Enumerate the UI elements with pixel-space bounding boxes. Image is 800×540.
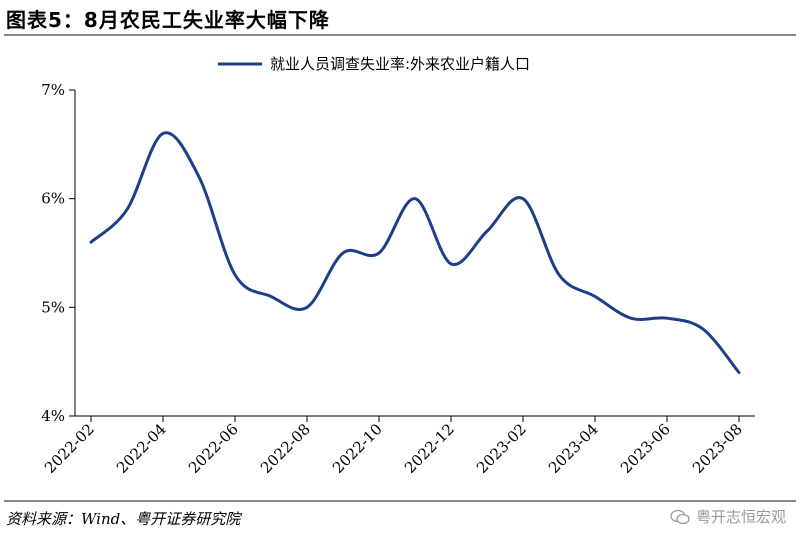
data-point bbox=[629, 316, 633, 320]
source-note: 资料来源：Wind、粤开证券研究院 bbox=[6, 510, 241, 528]
legend-label: 就业人员调查失业率:外来农业户籍人口 bbox=[270, 55, 530, 73]
data-point bbox=[125, 208, 129, 212]
data-point bbox=[665, 316, 669, 320]
data-point bbox=[449, 262, 453, 266]
data-point bbox=[341, 251, 345, 255]
y-tick-label: 4% bbox=[41, 407, 65, 425]
x-tick-label: 2022-04 bbox=[113, 420, 170, 477]
data-point bbox=[269, 294, 273, 298]
data-point bbox=[593, 294, 597, 298]
data-points bbox=[89, 131, 741, 374]
wechat-icon bbox=[670, 509, 690, 524]
data-point bbox=[161, 131, 165, 135]
y-axis-ticks: 4% 5% 6% 7% bbox=[41, 81, 75, 425]
data-point bbox=[377, 251, 381, 255]
data-point bbox=[521, 197, 525, 201]
x-tick-label: 2023-04 bbox=[545, 420, 602, 477]
x-tick-label: 2022-02 bbox=[41, 420, 98, 477]
data-point bbox=[305, 305, 309, 309]
data-point bbox=[485, 229, 489, 233]
bottom-divider bbox=[4, 500, 796, 502]
x-tick-label: 2022-06 bbox=[185, 420, 242, 477]
data-point bbox=[233, 273, 237, 277]
watermark: 粤开志恒宏观 bbox=[670, 506, 786, 527]
data-point bbox=[557, 273, 561, 277]
x-tick-label: 2023-08 bbox=[689, 420, 746, 477]
x-tick-label: 2022-12 bbox=[401, 420, 458, 477]
data-point bbox=[701, 327, 705, 331]
top-divider bbox=[4, 34, 796, 36]
data-point bbox=[737, 371, 741, 375]
x-tick-label: 2023-06 bbox=[617, 420, 674, 477]
data-point bbox=[413, 197, 417, 201]
data-point bbox=[197, 175, 201, 179]
x-tick-label: 2023-02 bbox=[473, 420, 530, 477]
y-tick-label: 7% bbox=[41, 81, 65, 99]
x-tick-label: 2022-10 bbox=[329, 420, 386, 477]
line-chart: 就业人员调查失业率:外来农业户籍人口 4%5%6%7% 2022-02 2022-… bbox=[41, 55, 755, 477]
watermark-text: 粤开志恒宏观 bbox=[695, 508, 786, 526]
x-axis-ticks: 2022-02 2022-04 2022-06 2022-08 2022-10 2022-… bbox=[41, 416, 746, 477]
y-tick-label: 5% bbox=[41, 298, 65, 316]
figure-title: 图表5：8月农民工失业率大幅下降 bbox=[6, 8, 330, 32]
y-tick-label: 6% bbox=[41, 190, 65, 208]
legend: 就业人员调查失业率:外来农业户籍人口 bbox=[218, 55, 530, 73]
x-tick-label: 2022-08 bbox=[257, 420, 314, 477]
data-point bbox=[89, 240, 93, 244]
series-line bbox=[89, 131, 741, 375]
